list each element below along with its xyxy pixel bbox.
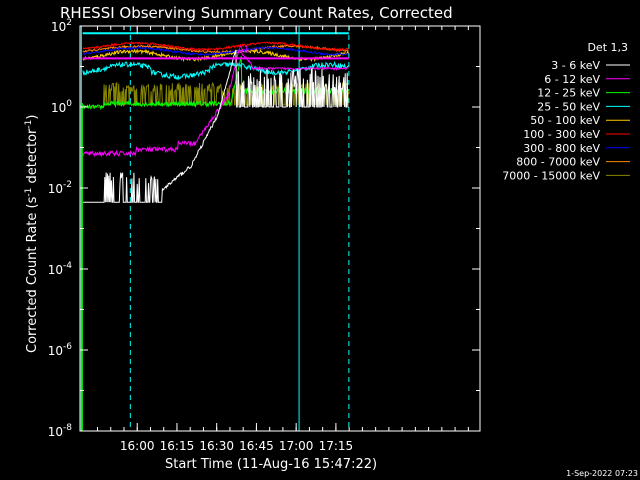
x-tick-label: 17:15: [319, 439, 354, 453]
x-axis-label: Start Time (11-Aug-16 15:47:22): [165, 457, 377, 472]
y-axis-label: Corrected Count Rate (s-1 detector-1): [24, 115, 40, 353]
legend-label-8: 800 - 7000 keV: [516, 156, 600, 169]
y-tick-label: 10-8: [48, 423, 73, 439]
legend-label-7: 300 - 800 keV: [523, 142, 600, 155]
legend-label-6: 100 - 300 keV: [523, 128, 600, 141]
series-line-7: [82, 45, 349, 57]
y-tick-label: 10-2: [48, 180, 72, 196]
data-layer: A1: [80, 26, 350, 431]
legend-label-9: 7000 - 15000 keV: [502, 169, 600, 182]
legend-label-3: 12 - 25 keV: [537, 87, 600, 100]
x-tick-label: 16:45: [239, 439, 274, 453]
x-tick-label: 16:15: [160, 439, 195, 453]
series-line-1: [82, 49, 349, 203]
series-line-2: [82, 49, 349, 158]
legend-title: Det 1,3: [587, 41, 628, 54]
y-tick-label: 102: [51, 18, 72, 34]
footer-date: 1-Sep-2022 07:23: [566, 469, 638, 478]
y-tick-label: 10-4: [48, 261, 73, 277]
x-tick-label: 16:00: [120, 439, 155, 453]
series-line-6: [82, 41, 349, 52]
annotation-1: A1: [238, 45, 250, 55]
chart-title: RHESSI Observing Summary Count Rates, Co…: [60, 4, 453, 22]
y-tick-label: 10-6: [48, 342, 73, 358]
x-tick-label: 16:30: [199, 439, 234, 453]
legend-label-1: 3 - 6 keV: [551, 59, 600, 72]
legend-label-5: 50 - 100 keV: [530, 114, 600, 127]
series-line-4: [82, 60, 349, 81]
legend-label-2: 6 - 12 keV: [544, 73, 600, 86]
legend-label-4: 25 - 50 keV: [537, 100, 600, 113]
axes-layer: 16:00 16:15 16:30 16:45 17:00 17:15 102 100 10-2…: [48, 18, 480, 453]
x-tick-label: 17:00: [279, 439, 314, 453]
y-tick-label: 100: [51, 99, 72, 115]
